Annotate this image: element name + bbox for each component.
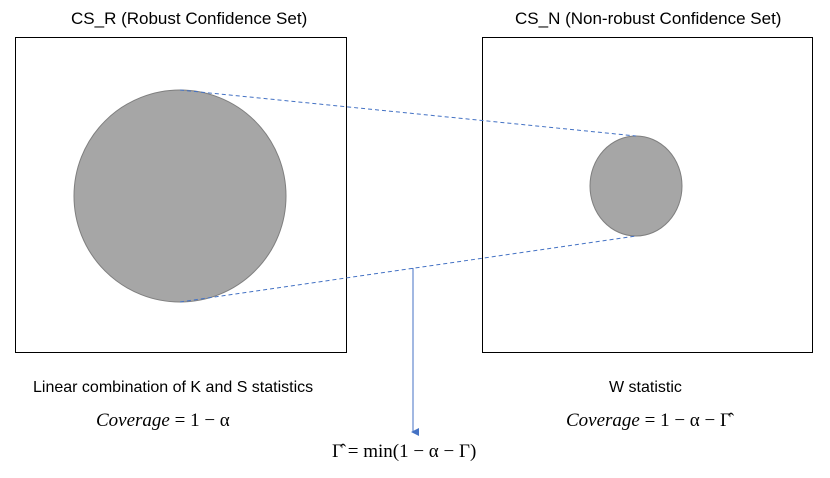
nonrobust-set-ellipse	[589, 135, 683, 237]
robust-coverage-formula: Coverage = 1 − α	[96, 410, 230, 432]
robust-set-title: CS_R (Robust Confidence Set)	[71, 9, 308, 28]
nonrobust-coverage-formula: Coverage = 1 − α − Γ̂	[566, 410, 731, 432]
gamma-hat-formula: Γ̂ = min(1 − α − Γ)	[332, 441, 477, 462]
nonrobust-set-title: CS_N (Non-robust Confidence Set)	[515, 9, 782, 28]
robust-set-caption: Linear combination of K and S statistics	[33, 379, 314, 396]
nonrobust-coverage-value: = 1 − α − Γ̂	[644, 410, 731, 431]
nonrobust-coverage-label: Coverage	[566, 410, 640, 431]
robust-set-box	[15, 37, 347, 353]
connector-top-line	[179, 89, 637, 137]
nonrobust-set-box	[482, 37, 813, 353]
nonrobust-set-caption: W statistic	[609, 379, 682, 396]
robust-coverage-value: = 1 − α	[174, 410, 230, 431]
robust-set-circle	[73, 89, 287, 303]
robust-coverage-label: Coverage	[96, 410, 170, 431]
